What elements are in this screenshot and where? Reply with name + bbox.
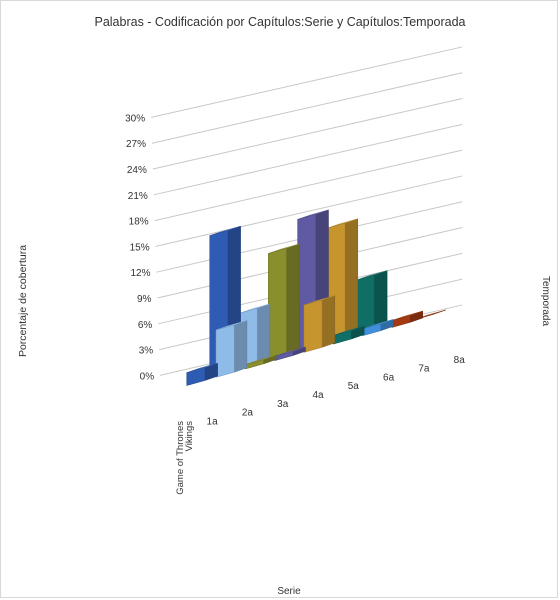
gridline xyxy=(154,149,463,222)
gridline xyxy=(153,123,463,196)
gridline xyxy=(150,46,463,118)
y-tick-label: 15% xyxy=(130,242,150,253)
y-tick-label: 18% xyxy=(129,217,149,228)
z-axis-label: Temporada xyxy=(540,276,551,326)
x-tick-label: 8a xyxy=(454,355,466,366)
x-tick-label: 6a xyxy=(383,372,395,383)
chart-title: Palabras - Codificación por Capítulos:Se… xyxy=(94,15,465,29)
y-tick-label: 0% xyxy=(140,371,155,382)
y-tick-label: 6% xyxy=(138,320,153,331)
y-tick-label: 27% xyxy=(126,139,146,150)
y-tick-label: 9% xyxy=(137,294,152,305)
y-tick-label: 30% xyxy=(125,113,145,124)
y-tick-label: 24% xyxy=(127,165,147,176)
bar-6a-vikings xyxy=(355,270,388,337)
x-tick-label: 3a xyxy=(277,399,289,410)
x-tick-labels: 1a 2a 3a 4a 5a 6a 7a 8a xyxy=(207,355,466,428)
x-axis-label: Serie xyxy=(277,586,301,597)
y-tick-label: 21% xyxy=(128,191,148,202)
x-tick-label: 2a xyxy=(242,408,254,419)
bars xyxy=(186,209,446,386)
bar-5a-game-of-thrones xyxy=(303,295,336,353)
bar-8a-game-of-thrones xyxy=(391,310,423,328)
y-tick-label: 12% xyxy=(130,268,150,279)
bar-7a-game-of-thrones xyxy=(362,319,394,337)
bar-3a-game-of-thrones xyxy=(245,354,277,370)
series-axis-label: Game of Thrones xyxy=(175,421,186,495)
y-axis-label: Porcentaje de cobertura xyxy=(17,245,29,357)
bar-3a-vikings xyxy=(268,243,300,362)
y-tick-label: 3% xyxy=(139,346,154,357)
bar-6a-game-of-thrones xyxy=(332,325,365,345)
gridline xyxy=(155,175,463,247)
x-tick-label: 4a xyxy=(312,390,324,401)
series-axis-label: Vikings xyxy=(184,421,195,452)
gridline xyxy=(152,98,463,170)
gridline xyxy=(151,72,463,144)
x-tick-label: 5a xyxy=(348,381,360,392)
y-tick-labels: 0% 3% 6% 9% 12% 15% 18% 21% 24% 27% 30% xyxy=(125,113,154,382)
x-tick-label: 7a xyxy=(418,364,430,375)
x-tick-label: 1a xyxy=(207,416,219,427)
bar-1a-game-of-thrones xyxy=(186,362,218,386)
bar-2a-game-of-thrones xyxy=(215,320,248,378)
